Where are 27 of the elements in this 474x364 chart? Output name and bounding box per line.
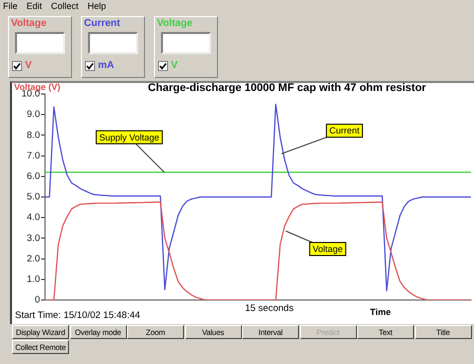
y-tick-label: 5.0: [26, 192, 40, 203]
text: Edit: [26, 0, 42, 12]
y-tick-label: 7.0: [26, 150, 40, 162]
y-tick-label: 6.0: [26, 171, 40, 182]
y-tick-label: 8.0: [26, 130, 40, 141]
y-tick-label: 2.0: [26, 253, 40, 264]
text: Help: [88, 0, 106, 12]
text: mA: [98, 60, 114, 71]
y-tick-label: 3.0: [26, 232, 40, 244]
text: 15 seconds: [245, 303, 294, 314]
text: File: [3, 0, 18, 12]
x-axis-title: Time: [370, 307, 391, 317]
annotation: Voltage: [312, 244, 343, 254]
y-tick-label: 4.0: [26, 212, 40, 224]
text: Start Time: 15/10/02 15:48:44: [15, 310, 140, 321]
chart-title: Charge-discharge 10000 MF cap with 47 ohm resistor: [146, 82, 428, 94]
text: V: [25, 60, 32, 71]
annotation: Current: [329, 126, 360, 136]
text: Current: [84, 18, 120, 29]
text: Voltage: [157, 18, 192, 29]
annotation: Supply Voltage: [99, 132, 160, 142]
y-tick-label: 0: [34, 294, 40, 306]
text: V: [171, 60, 178, 71]
text: Collect: [51, 0, 79, 12]
text: Voltage: [11, 18, 46, 29]
y-tick-label: 1.0: [26, 274, 40, 286]
y-tick-label: 9.0: [26, 109, 40, 120]
